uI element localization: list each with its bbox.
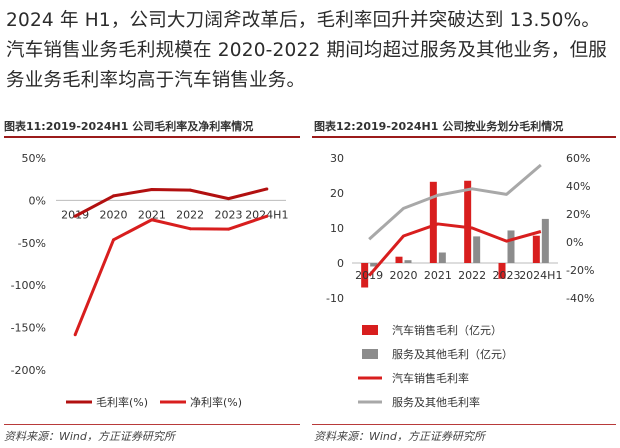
figure-12-title: 图表12:2019-2024H1 公司按业务划分毛利情况: [314, 120, 564, 133]
bar-service-profit: [541, 218, 549, 263]
y-tick-label: 50%: [22, 152, 46, 165]
y-left-tick-label: 10: [330, 222, 344, 235]
bar-service-profit: [507, 230, 515, 263]
series-line-net-margin: [73, 214, 268, 336]
data-point: [112, 238, 115, 242]
x-tick-label: 2023: [215, 208, 243, 221]
bar-car-sales-profit: [395, 256, 403, 263]
data-point: [150, 187, 154, 191]
bar-car-sales-profit: [429, 181, 437, 263]
x-tick-label: 2021: [138, 208, 166, 221]
legend-swatch: [362, 349, 378, 359]
legend-label: 毛利率(%): [96, 395, 148, 409]
bar-car-sales-profit: [498, 263, 506, 279]
y-left-tick-label: 0: [337, 257, 344, 270]
y-right-tick-label: 20%: [566, 208, 590, 221]
data-point: [112, 194, 115, 198]
series-line-car-sales-margin: [368, 222, 542, 277]
legend-swatch: [362, 325, 378, 335]
figure-12-source-rule: [312, 424, 616, 425]
y-right-tick-label: 40%: [566, 180, 590, 193]
y-right-tick-label: 0%: [566, 236, 583, 249]
y-left-tick-label: 30: [330, 152, 344, 165]
bar-service-profit: [438, 252, 446, 263]
x-tick-label: 2022: [458, 269, 486, 282]
data-point: [188, 227, 192, 231]
figure-11-title: 图表11:2019-2024H1 公司毛利率及净利率情况: [4, 120, 254, 133]
series-line-gross-margin: [74, 187, 268, 218]
x-tick-label: 2024H1: [519, 269, 562, 282]
legend-label: 净利率(%): [190, 395, 242, 409]
figure-11-source: 资料来源：Wind，方正证券研究所: [4, 430, 175, 443]
x-tick-label: 2020: [390, 269, 418, 282]
data-point: [150, 218, 154, 222]
figure-12-title-rule: [312, 136, 616, 138]
bar-car-sales-profit: [361, 263, 369, 288]
y-left-tick-label: 20: [330, 187, 344, 200]
legend-label: 汽车销售毛利（亿元）: [392, 323, 502, 337]
y-tick-label: -50%: [18, 237, 46, 250]
intro-paragraph: 2024 年 H1，公司大刀阔斧改革后，毛利率回升并突破达到 13.50%。汽车…: [6, 10, 608, 91]
legend-label: 服务及其他毛利率: [392, 395, 480, 409]
data-point: [227, 227, 230, 231]
y-right-tick-label: 60%: [566, 152, 590, 165]
legend-label: 服务及其他毛利（亿元）: [392, 348, 513, 361]
figure-11-source-rule: [4, 424, 300, 425]
bar-service-profit: [370, 263, 378, 267]
y-right-tick-label: -40%: [566, 292, 594, 305]
data-point: [188, 188, 192, 192]
data-point: [227, 197, 230, 201]
data-point: [265, 187, 269, 191]
figure-11-chart: 50%0%-50%-100%-150%-200%2019202020212022…: [11, 152, 289, 409]
y-left-tick-label: -10: [326, 292, 344, 305]
bar-car-sales-profit: [532, 235, 540, 263]
legend-label: 汽车销售毛利率: [392, 371, 469, 385]
x-tick-label: 2023: [493, 269, 521, 282]
figure-12-source: 资料来源：Wind，方正证券研究所: [314, 430, 485, 443]
y-right-tick-label: -20%: [566, 264, 594, 277]
x-tick-label: 2021: [424, 269, 452, 282]
data-point: [73, 214, 77, 218]
bar-service-profit: [404, 260, 412, 263]
y-tick-label: 0%: [29, 194, 46, 207]
figure-11-title-rule: [4, 136, 300, 138]
data-point: [265, 214, 269, 218]
x-tick-label: 2020: [100, 208, 128, 221]
series-line-service-margin: [368, 163, 542, 241]
y-tick-label: -200%: [11, 364, 46, 377]
data-point: [73, 333, 77, 337]
x-tick-label: 2022: [176, 208, 204, 221]
bar-service-profit: [473, 236, 481, 263]
bar-car-sales-profit: [464, 180, 472, 263]
y-tick-label: -100%: [11, 279, 46, 292]
y-tick-label: -150%: [11, 322, 46, 335]
